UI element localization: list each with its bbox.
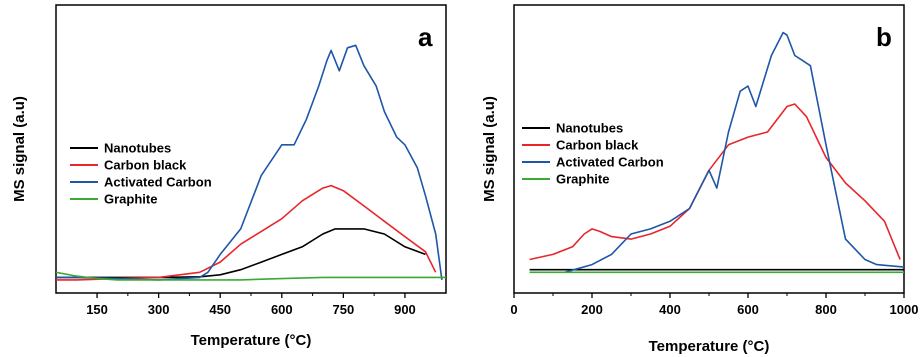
x-tick-label-b-0: 0 — [510, 302, 517, 317]
legend-label-b-1: Carbon black — [556, 138, 639, 153]
x-axis-label-b: Temperature (°C) — [649, 338, 770, 355]
series-line-b-activated-carbon — [564, 31, 905, 274]
legend-a: Nanotubes Carbon black Activated Carbon Gra… — [70, 141, 212, 207]
x-tick-label-a-0: 150 — [86, 302, 108, 317]
legend-label-b-3: Graphite — [556, 172, 609, 187]
x-tick-label-a-3: 600 — [271, 302, 293, 317]
legend-label-a-0: Nanotubes — [104, 141, 171, 156]
x-axis-label-a: Temperature (°C) — [191, 332, 312, 349]
x-tick-label-b-1: 200 — [581, 302, 603, 317]
x-tick-label-a-2: 450 — [209, 302, 231, 317]
series-line-a-graphite — [55, 271, 446, 281]
legend-label-a-1: Carbon black — [104, 158, 187, 173]
legend-label-b-2: Activated Carbon — [556, 155, 664, 170]
series-line-a-activated-carbon — [56, 44, 443, 281]
x-tick-label-b-2: 400 — [659, 302, 681, 317]
x-tick-label-b-4: 800 — [815, 302, 837, 317]
x-ticks-a: 150 300 450 600 750 900 — [86, 293, 416, 317]
x-tick-label-b-5: 1000 — [890, 302, 919, 317]
series-line-a-carbon-black — [56, 184, 437, 281]
legend-b: Nanotubes Carbon black Activated Carbon Gra… — [522, 121, 664, 187]
series-lines-b — [529, 31, 905, 274]
panel-letter-a: a — [418, 22, 433, 52]
x-tick-label-a-5: 900 — [394, 302, 416, 317]
legend-label-a-2: Activated Carbon — [104, 175, 212, 190]
panel-b: 0 200 400 600 800 1000 Nanotubes Carbon black A… — [481, 4, 918, 355]
panel-letter-b: b — [876, 22, 892, 52]
x-tick-label-a-4: 750 — [333, 302, 355, 317]
legend-label-b-0: Nanotubes — [556, 121, 623, 136]
x-tick-label-a-1: 300 — [148, 302, 170, 317]
panel-a: 150 300 450 600 750 900 Nanotubes Carbon black… — [11, 4, 447, 349]
x-ticks-b: 0 200 400 600 800 1000 — [510, 293, 918, 317]
legend-label-a-3: Graphite — [104, 192, 157, 207]
x-tick-label-b-3: 600 — [737, 302, 759, 317]
series-lines-a — [55, 44, 446, 281]
series-line-a-nanotubes — [56, 228, 426, 279]
y-axis-label-a: MS signal (a.u) — [11, 96, 28, 202]
y-axis-label-b: MS signal (a.u) — [481, 96, 498, 202]
